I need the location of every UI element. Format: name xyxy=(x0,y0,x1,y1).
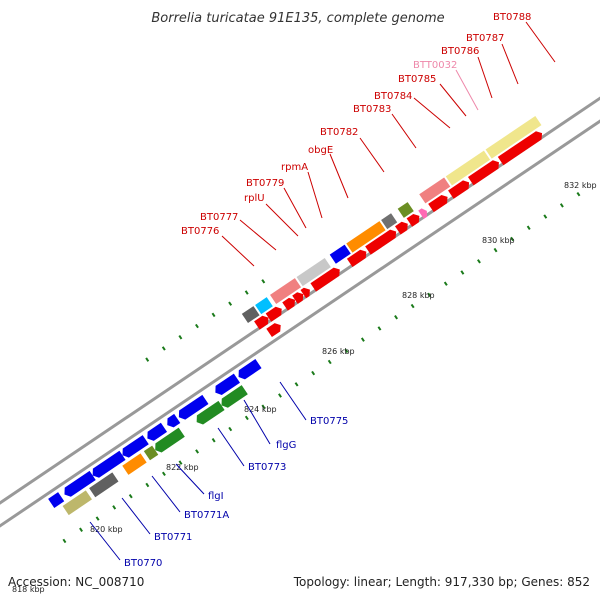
gene-label[interactable]: flgI xyxy=(208,491,224,502)
gene-labels-top: BT0788 BT0787 BT0786 BTT0032 BT0785 BT07… xyxy=(181,12,556,267)
gene-label[interactable]: BT0773 xyxy=(248,462,286,473)
gene-arrow[interactable] xyxy=(176,394,209,422)
gene-arrow[interactable] xyxy=(310,265,342,292)
gene-label[interactable]: BTT0032 xyxy=(413,60,457,71)
tick-label-832: 832 kbp xyxy=(564,181,597,190)
gene-bt0787[interactable] xyxy=(445,150,491,186)
reverse-genes-row2 xyxy=(62,385,248,516)
forward-genes-outer xyxy=(241,115,542,324)
gene-label[interactable]: BT0776 xyxy=(181,226,219,237)
tick-label-818: 818 kbp xyxy=(12,585,45,594)
gene-bt0776[interactable] xyxy=(241,306,260,324)
tick-label-830: 830 kbp xyxy=(482,236,515,245)
gene-arrow[interactable] xyxy=(448,178,472,199)
gene-label[interactable]: BT0770 xyxy=(124,558,162,569)
gene-arrow[interactable] xyxy=(300,286,313,299)
gene-label[interactable]: obgE xyxy=(308,145,333,156)
tick-label-828: 828 kbp xyxy=(402,291,435,300)
gene-bt0783[interactable] xyxy=(381,213,398,230)
backbone-lower xyxy=(0,57,600,575)
scale-ticks-upper xyxy=(145,279,266,362)
gene-label[interactable]: BT0777 xyxy=(200,212,238,223)
accession-text: Accession: NC_008710 xyxy=(8,575,144,589)
gene-label[interactable]: BT0775 xyxy=(310,416,348,427)
gene-label[interactable]: BT0787 xyxy=(466,33,504,44)
gene-bt0771a[interactable] xyxy=(143,445,159,461)
gene-arrow[interactable] xyxy=(235,359,262,382)
tick-label-822: 822 kbp xyxy=(166,463,199,472)
gene-label[interactable]: rpmA xyxy=(281,162,308,173)
gene-label[interactable]: BT0771A xyxy=(184,510,229,521)
gene-arrow[interactable] xyxy=(144,422,168,443)
scale-ticks-lower xyxy=(62,191,581,544)
gene-bt0788[interactable] xyxy=(485,115,542,159)
gene-labels-bottom: BT0775 flgG BT0773 flgI BT0771A BT0771 B… xyxy=(89,381,348,569)
gene-bt0770[interactable] xyxy=(89,472,119,498)
gene-arrow[interactable] xyxy=(266,321,283,338)
forward-genes-row3 xyxy=(266,321,283,338)
gene-label[interactable]: BT0788 xyxy=(493,12,531,23)
gene-label[interactable]: BT0771 xyxy=(154,532,192,543)
gene-arrow[interactable] xyxy=(164,413,181,430)
gene-arrow[interactable] xyxy=(406,212,423,227)
gene-obge[interactable] xyxy=(329,244,351,264)
gene-arrow[interactable] xyxy=(265,305,285,322)
gene-rplu[interactable] xyxy=(270,278,302,305)
gene-label[interactable]: BT0779 xyxy=(246,178,284,189)
gene-arrow[interactable] xyxy=(497,129,545,166)
gene-arrow[interactable] xyxy=(418,207,429,219)
tick-label-820: 820 kbp xyxy=(90,525,123,534)
gene-label[interactable]: BT0784 xyxy=(374,91,412,102)
gene-arrow[interactable] xyxy=(254,313,271,330)
gene-arrow[interactable] xyxy=(395,220,411,235)
gene-label[interactable]: BT0782 xyxy=(320,127,358,138)
gene-bt0786[interactable] xyxy=(419,177,451,204)
map-title: Borrelia turicatae 91E135, complete geno… xyxy=(151,11,444,26)
gene-arrow[interactable] xyxy=(90,450,126,480)
gene-arrow[interactable] xyxy=(282,296,298,311)
tick-label-824: 824 kbp xyxy=(244,405,277,414)
gene-rpma[interactable] xyxy=(296,257,331,287)
gene-bt0777[interactable] xyxy=(255,297,273,315)
gene-label[interactable]: BT0783 xyxy=(353,104,391,115)
gene-flgg[interactable] xyxy=(218,385,248,410)
forward-genes-inner xyxy=(254,129,545,330)
gene-bt0773[interactable] xyxy=(194,400,225,427)
gene-label[interactable]: BT0786 xyxy=(441,46,479,57)
gene-arrow[interactable] xyxy=(346,248,369,267)
gene-label[interactable]: rplU xyxy=(244,193,265,204)
gene-label[interactable]: flgG xyxy=(276,440,296,451)
gene-bt0782[interactable] xyxy=(346,221,386,253)
gene-bt0771[interactable] xyxy=(122,453,147,475)
reverse-genes-row1 xyxy=(48,359,262,508)
gene-arrow[interactable] xyxy=(467,158,502,186)
gene-arrow[interactable] xyxy=(62,490,92,516)
scale-tick-labels: 818 kbp 820 kbp 822 kbp 824 kbp 826 kbp … xyxy=(12,181,597,594)
gene-arrow[interactable] xyxy=(292,290,306,304)
gene-arrow[interactable] xyxy=(61,470,96,499)
gene-arrow[interactable] xyxy=(48,492,65,508)
genome-summary-text: Topology: linear; Length: 917,330 bp; Ge… xyxy=(293,575,590,589)
gene-arrow[interactable] xyxy=(119,435,149,460)
gene-arrow[interactable] xyxy=(428,193,450,213)
tick-label-826: 826 kbp xyxy=(322,347,355,356)
gene-bt0784[interactable] xyxy=(397,202,414,218)
gene-flgi[interactable] xyxy=(152,427,185,455)
gene-arrow[interactable] xyxy=(365,227,399,255)
gene-label[interactable]: BT0785 xyxy=(398,74,436,85)
gene-arrow[interactable] xyxy=(212,373,240,398)
genome-map[interactable] xyxy=(0,11,600,600)
